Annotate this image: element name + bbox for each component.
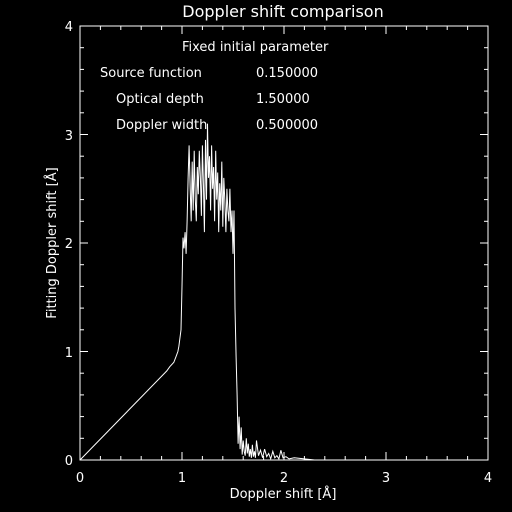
- x-tick-label: 1: [178, 471, 186, 486]
- x-tick-label: 0: [76, 471, 84, 486]
- y-tick-label: 3: [65, 129, 73, 144]
- annotation-label: Optical depth: [116, 92, 204, 107]
- x-axis-label: Doppler shift [Å]: [230, 486, 337, 502]
- x-tick-label: 3: [382, 471, 390, 486]
- x-tick-labels: 0 1 2 3 4: [76, 471, 492, 486]
- x-tick-label: 2: [280, 471, 288, 486]
- x-tick-label: 4: [484, 471, 492, 486]
- annotation-heading: Fixed initial parameter: [182, 40, 329, 55]
- parameter-annotation: Fixed initial parameter Source function …: [100, 40, 329, 133]
- annotation-value: 1.50000: [256, 92, 310, 107]
- y-axis-label: Fitting Doppler shift [Å]: [44, 167, 60, 318]
- series-line: [79, 123, 488, 461]
- annotation-value: 0.500000: [256, 118, 318, 133]
- y-tick-labels: 0 1 2 3 4: [65, 20, 73, 469]
- annotation-label: Doppler width: [116, 118, 207, 133]
- annotation-value: 0.150000: [256, 66, 318, 81]
- annotation-label: Source function: [100, 66, 202, 81]
- chart-title: Doppler shift comparison: [182, 2, 383, 21]
- y-tick-label: 0: [65, 454, 73, 469]
- y-tick-label: 1: [65, 346, 73, 361]
- y-tick-label: 4: [65, 20, 73, 35]
- y-tick-label: 2: [65, 237, 73, 252]
